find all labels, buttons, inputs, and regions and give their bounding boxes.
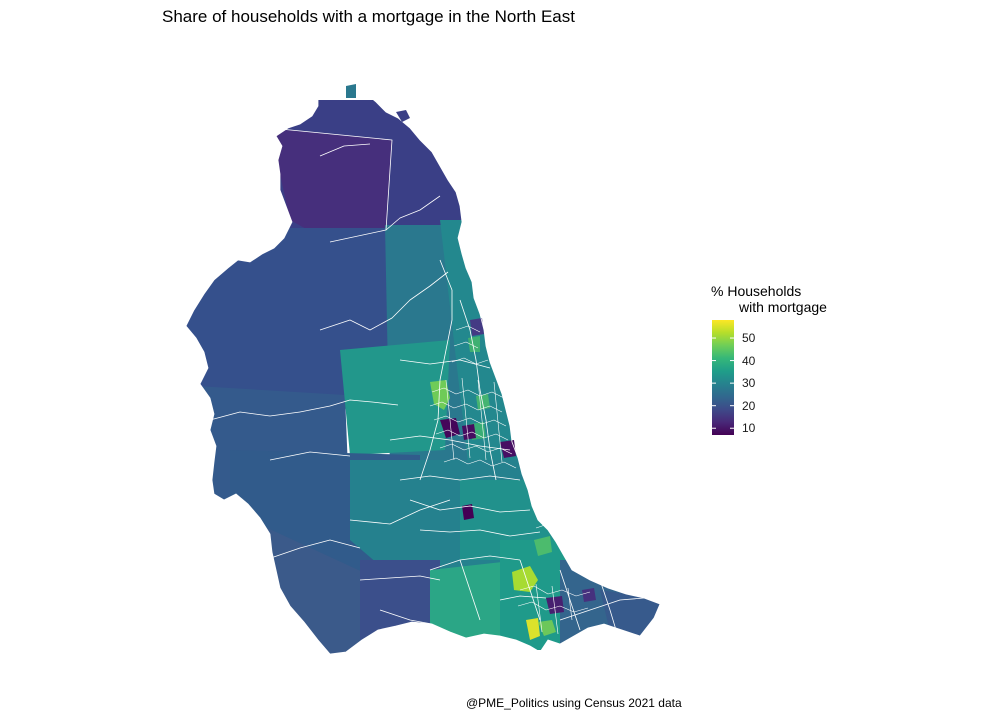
legend-title: % Households with mortgage [711, 283, 827, 315]
region-boundaries [209, 127, 645, 631]
area-sedgefield [534, 536, 552, 556]
area-durham-city [462, 504, 474, 520]
area-cramlington [468, 336, 480, 352]
low-share-areas [440, 318, 596, 614]
legend-tick-label: 20 [742, 398, 756, 413]
region-outline [185, 63, 661, 655]
area-ingleby-barwick [526, 618, 540, 640]
legend-tick-label: 30 [742, 376, 756, 391]
area-newton-aycliffe [512, 566, 538, 592]
legend-tick-label: 40 [742, 353, 756, 368]
high-share-areas [430, 336, 556, 640]
legend-color-bar [712, 320, 734, 435]
legend-tick-label: 10 [742, 421, 756, 436]
area-ponteland [430, 380, 450, 410]
area-newcastle-centre [440, 418, 460, 438]
legend-tick-label: 50 [742, 331, 756, 346]
area-north-tyneside [470, 318, 484, 336]
area-yarm [538, 620, 556, 636]
region-richmondshire [360, 560, 440, 640]
urban-ward-boundaries [429, 325, 591, 635]
legend-title-line1: % Households [711, 283, 802, 299]
berwick-marker [346, 84, 356, 98]
area-hartlepool-centre [582, 588, 596, 602]
area-sunderland-centre [500, 440, 516, 458]
page-title: Share of households with a mortgage in t… [162, 7, 575, 26]
legend-title-line2: with mortgage [739, 299, 827, 315]
holy-island [396, 110, 410, 122]
region-cheviots [270, 128, 392, 242]
map-regions [186, 100, 660, 654]
region-tyne-valley [340, 340, 450, 455]
area-washington [476, 394, 490, 410]
area-gateshead-centre [462, 424, 476, 440]
caption: @PME_Politics using Census 2021 data [466, 696, 682, 710]
area-middlesbrough-centre [546, 596, 564, 614]
